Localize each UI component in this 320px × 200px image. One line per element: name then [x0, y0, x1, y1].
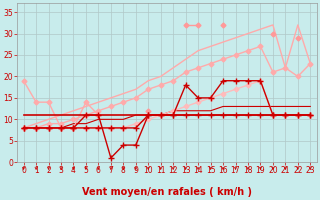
X-axis label: Vent moyen/en rafales ( km/h ): Vent moyen/en rafales ( km/h )	[82, 187, 252, 197]
